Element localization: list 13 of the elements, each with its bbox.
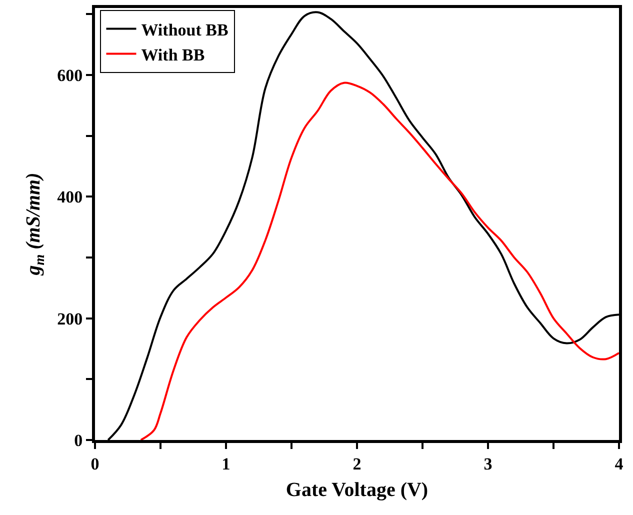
x-axis-title: Gate Voltage (V) xyxy=(286,478,428,501)
y-tick-label: 0 xyxy=(74,430,83,450)
legend-label: Without BB xyxy=(141,20,228,40)
legend-label: With BB xyxy=(141,45,205,64)
line-series xyxy=(140,82,619,440)
x-tick-label: 1 xyxy=(222,454,230,474)
y-tick-label: 400 xyxy=(57,188,83,207)
x-tick-label: 2 xyxy=(352,454,362,474)
x-tick-label: 3 xyxy=(484,454,492,474)
y-tick-label: 600 xyxy=(57,66,83,85)
x-tick-label: 4 xyxy=(614,454,624,474)
x-tick-label: 0 xyxy=(90,454,100,474)
y-tick-label: 200 xyxy=(57,309,83,328)
